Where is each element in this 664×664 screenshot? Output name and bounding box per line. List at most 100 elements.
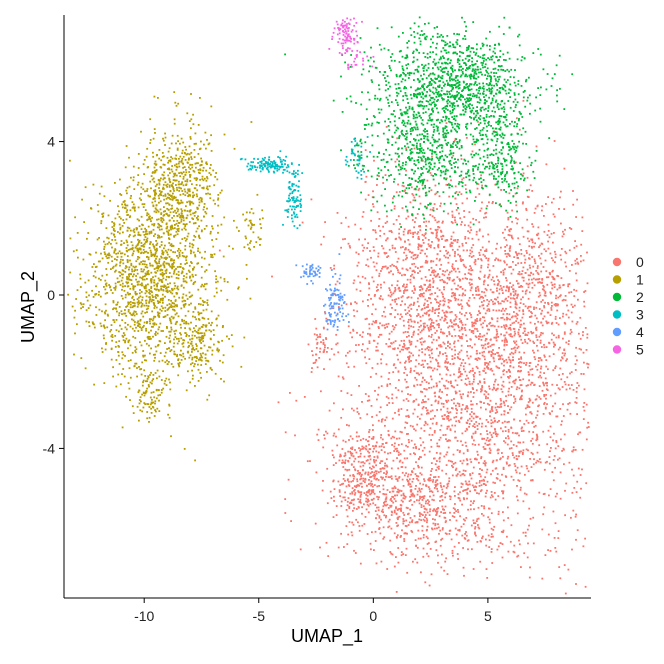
data-point (143, 285, 146, 288)
data-point (568, 227, 571, 229)
data-point (401, 431, 403, 434)
data-point (430, 367, 433, 369)
data-point (324, 221, 326, 223)
data-point (460, 362, 463, 364)
data-point (429, 288, 432, 291)
data-point (371, 313, 373, 315)
data-point (454, 461, 457, 464)
data-point (579, 496, 582, 499)
data-point (451, 358, 454, 360)
data-point (509, 335, 512, 337)
data-point (492, 386, 495, 389)
data-point (380, 510, 383, 513)
data-point (570, 384, 573, 386)
data-point (535, 433, 538, 436)
data-point (519, 366, 522, 368)
data-point (365, 508, 368, 511)
data-point (378, 528, 380, 530)
data-point (479, 333, 481, 335)
data-point (416, 493, 419, 496)
data-point (568, 283, 571, 285)
data-point (439, 268, 441, 270)
data-point (547, 549, 549, 551)
data-point (548, 342, 551, 345)
data-point (357, 506, 360, 508)
data-point (525, 419, 528, 422)
data-point (386, 568, 389, 570)
data-point (352, 455, 355, 458)
data-point (145, 302, 148, 304)
data-point (495, 298, 498, 301)
data-point (510, 524, 513, 527)
data-point (395, 506, 397, 509)
data-point (563, 381, 566, 383)
data-point (454, 335, 457, 337)
data-point (487, 363, 490, 366)
data-point (563, 448, 565, 451)
data-point (511, 220, 513, 223)
data-point (498, 347, 500, 349)
data-point (575, 491, 578, 493)
data-point (214, 202, 216, 205)
data-point (393, 265, 395, 267)
data-point (386, 267, 389, 270)
data-point (372, 205, 375, 208)
data-point (466, 350, 468, 353)
data-point (410, 340, 413, 343)
data-point (518, 480, 521, 482)
data-point (447, 182, 450, 185)
data-point (402, 319, 405, 322)
data-point (562, 337, 564, 340)
data-point (382, 225, 384, 228)
data-point (372, 203, 374, 205)
data-point (111, 221, 114, 223)
data-point (431, 333, 433, 336)
data-point (497, 300, 499, 303)
data-point (138, 296, 140, 299)
data-point (520, 262, 523, 264)
data-point (136, 305, 139, 308)
data-point (426, 248, 428, 250)
data-point (460, 223, 462, 226)
data-point (373, 249, 376, 252)
data-point (430, 404, 433, 406)
data-point (479, 475, 482, 478)
data-point (537, 232, 540, 235)
data-point (472, 568, 475, 570)
data-point (144, 375, 147, 377)
data-point (495, 388, 498, 391)
data-point (457, 324, 459, 327)
data-point (372, 424, 374, 427)
data-point (582, 418, 585, 420)
data-point (428, 477, 430, 480)
data-point (564, 383, 567, 386)
data-point (481, 422, 484, 425)
data-point (438, 324, 440, 327)
data-point (503, 360, 506, 362)
data-point (381, 443, 384, 445)
data-point (378, 516, 381, 519)
data-point (578, 347, 581, 350)
data-point (472, 217, 475, 220)
data-point (466, 539, 469, 542)
data-point (405, 254, 408, 257)
data-point (435, 236, 438, 239)
data-point (458, 528, 461, 531)
data-point (454, 219, 456, 222)
data-point (487, 266, 489, 269)
data-point (528, 309, 531, 312)
data-point (426, 537, 429, 540)
data-point (392, 487, 395, 490)
data-point (457, 357, 460, 360)
data-point (378, 333, 381, 336)
data-point (363, 492, 366, 494)
data-point (118, 330, 120, 333)
data-point (483, 448, 486, 450)
data-point (517, 331, 520, 334)
data-point (139, 368, 141, 371)
data-point (131, 201, 134, 203)
data-point (454, 323, 457, 326)
data-point (422, 441, 425, 444)
data-point (432, 207, 435, 209)
data-point (359, 417, 362, 419)
